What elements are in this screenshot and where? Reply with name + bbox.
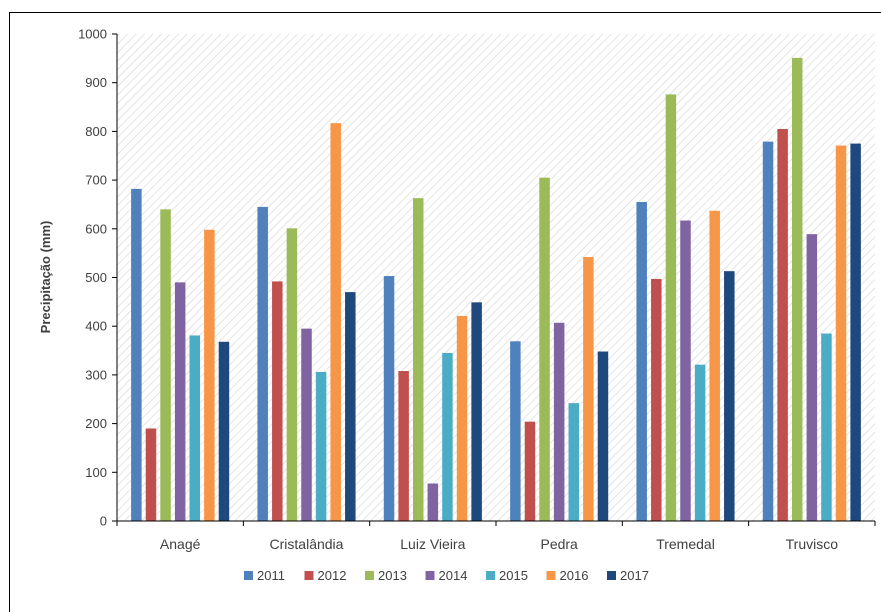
bar-2012-1	[272, 281, 283, 521]
bar-2017-2	[471, 302, 482, 521]
legend-label: 2012	[318, 568, 347, 583]
y-tick-label: 200	[85, 416, 107, 431]
bar-2011-4	[636, 202, 647, 521]
bar-2013-2	[412, 198, 424, 521]
bar-2016-4	[709, 210, 720, 521]
y-tick-label: 600	[85, 221, 107, 236]
chart-frame	[9, 12, 881, 612]
legend-swatch-2017	[607, 571, 616, 580]
category-label: Tremedal	[656, 536, 715, 552]
category-label: Cristalândia	[270, 536, 344, 552]
legend-swatch-2014	[425, 571, 435, 580]
y-tick-label: 500	[85, 270, 107, 285]
y-axis-label: Precipitação (mm)	[38, 221, 53, 334]
legend-label: 2011	[257, 568, 285, 583]
bar-2011-3	[510, 341, 521, 521]
bar-2011-0	[131, 188, 142, 521]
bar-2016-1	[330, 123, 341, 521]
legend-swatch-2016	[546, 571, 556, 580]
bar-2015-1	[315, 371, 327, 521]
y-tick-label: 400	[85, 319, 107, 334]
bar-2015-0	[189, 335, 201, 521]
category-label: Luiz Vieira	[400, 536, 465, 552]
bar-2017-4	[724, 271, 735, 521]
bar-2015-2	[442, 352, 453, 521]
bar-2012-5	[777, 128, 788, 521]
y-tick-label: 0	[100, 514, 107, 529]
legend-label: 2016	[560, 568, 589, 583]
legend-swatch-2012	[304, 571, 314, 580]
bar-2017-1	[345, 292, 356, 521]
y-tick-label: 300	[85, 367, 107, 382]
bar-2015-4	[694, 364, 706, 521]
bar-2013-5	[791, 57, 803, 521]
bar-2014-4	[680, 220, 691, 521]
bar-2014-3	[553, 322, 565, 521]
bar-2011-5	[762, 141, 774, 521]
bar-2014-2	[427, 483, 439, 521]
bar-2014-0	[174, 282, 186, 521]
bar-2014-1	[301, 328, 312, 521]
category-label: Pedra	[540, 536, 578, 552]
bar-2016-2	[456, 315, 468, 521]
bar-2015-5	[821, 333, 832, 521]
bar-2013-4	[665, 94, 677, 521]
y-tick-label: 800	[85, 124, 107, 139]
bar-2012-4	[651, 278, 662, 521]
bar-2017-5	[850, 143, 861, 521]
bar-2017-3	[597, 351, 609, 521]
bar-2011-2	[383, 276, 395, 521]
legend-label: 2013	[378, 568, 407, 583]
bar-2012-2	[398, 371, 409, 521]
bar-2017-0	[218, 341, 230, 521]
bar-2012-0	[145, 428, 157, 521]
legend-label: 2017	[620, 568, 649, 583]
legend-label: 2014	[439, 568, 468, 583]
bar-2014-5	[806, 234, 818, 522]
y-tick-label: 900	[85, 75, 107, 90]
bar-2013-1	[286, 228, 298, 522]
y-tick-label: 1000	[78, 27, 107, 42]
bar-2013-3	[539, 177, 550, 522]
category-label: Truvisco	[786, 536, 839, 552]
bar-2013-0	[160, 209, 171, 521]
y-tick-label: 100	[85, 465, 107, 480]
bar-2016-0	[204, 229, 215, 522]
legend-swatch-2015	[486, 571, 495, 580]
y-tick-label: 700	[85, 173, 107, 188]
category-label: Anagé	[160, 536, 201, 552]
plot-area	[117, 34, 875, 521]
bar-2016-5	[835, 145, 847, 521]
legend-swatch-2013	[365, 571, 374, 580]
bar-2016-3	[583, 257, 594, 521]
bar-2011-1	[257, 206, 268, 521]
legend-label: 2015	[499, 568, 528, 583]
legend-swatch-2011	[244, 571, 253, 580]
bar-2015-3	[568, 403, 580, 521]
bar-2012-3	[524, 421, 536, 521]
